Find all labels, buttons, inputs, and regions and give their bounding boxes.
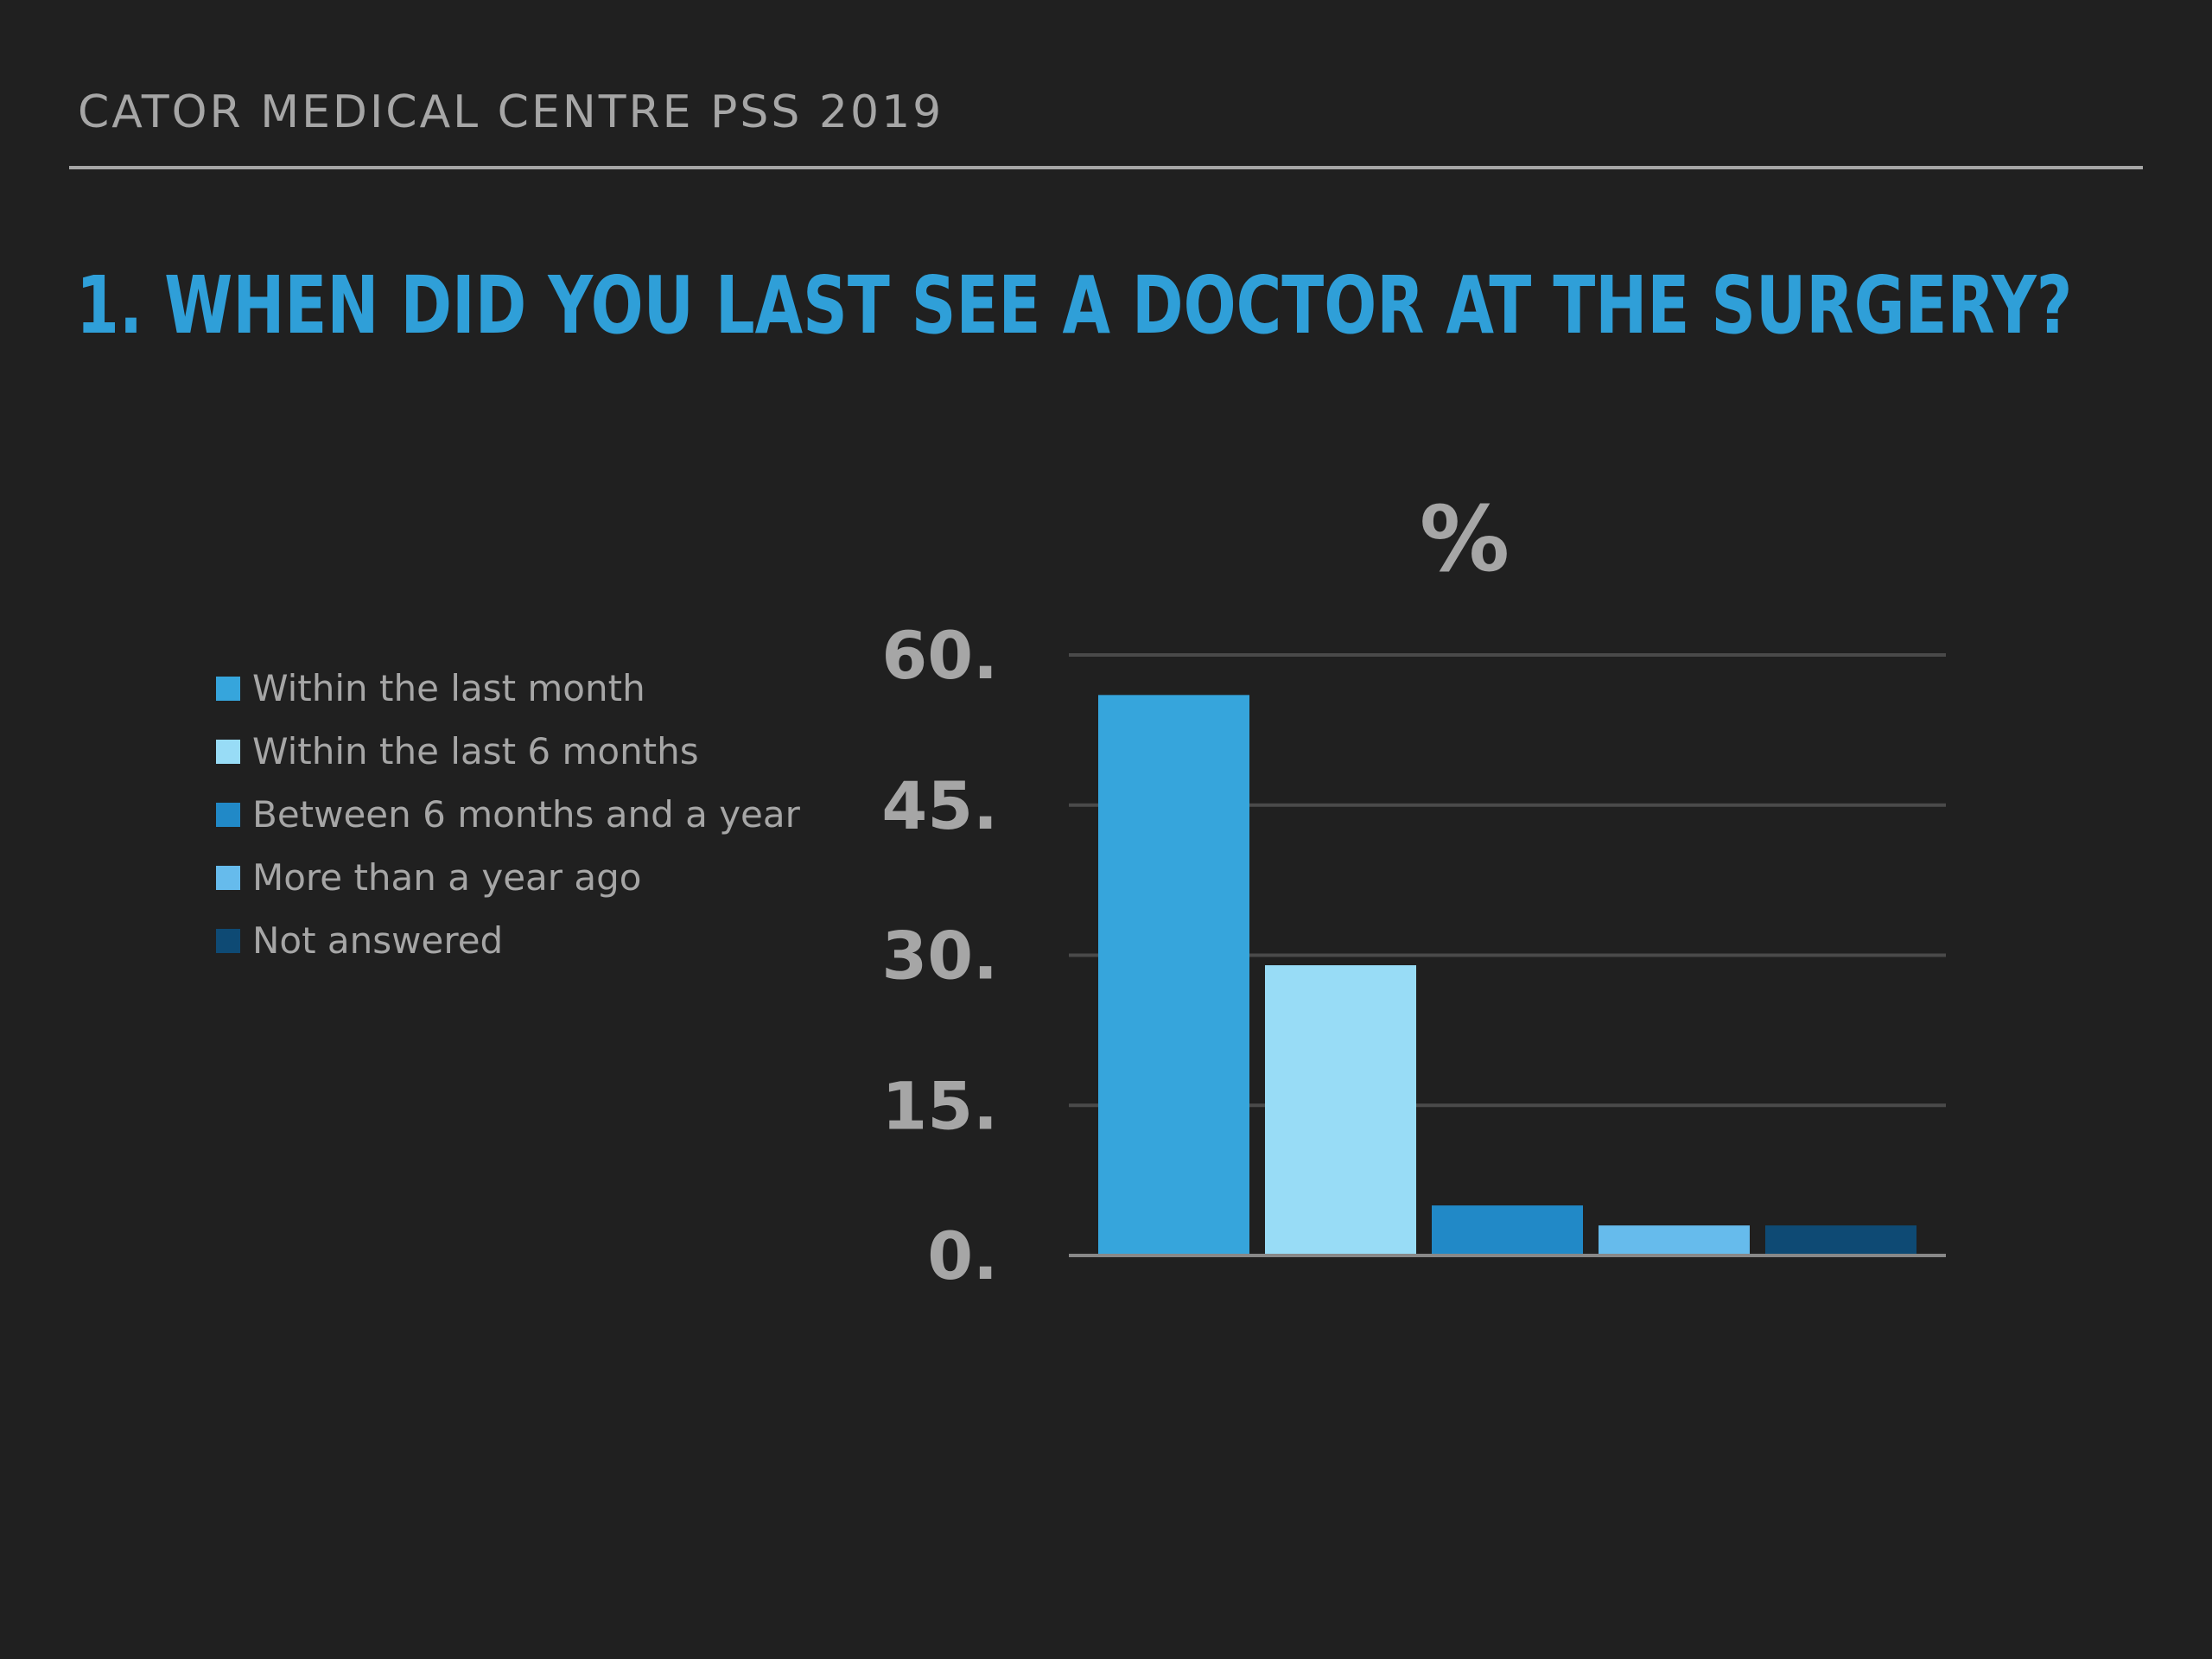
legend-item: Between 6 months and a year (216, 783, 800, 846)
legend-label: Within the last month (252, 667, 645, 709)
question-title: 1. WHEN DID YOU LAST SEE A DOCTOR AT THE… (76, 259, 2073, 352)
y-tick-label: 60. (881, 617, 998, 694)
legend-swatch (216, 739, 240, 764)
legend-label: More than a year ago (252, 856, 642, 899)
bar-between-6-months-and-a-year (1432, 1205, 1583, 1255)
chart-legend: Within the last month Within the last 6 m… (216, 657, 800, 972)
chart-y-ticks: 0. 15. 30. 45. 60. (881, 617, 998, 1294)
y-tick-label: 15. (881, 1067, 998, 1144)
chart-title: % (1420, 486, 1510, 592)
header-divider (69, 166, 2143, 169)
bar-within-the-last-6-months (1265, 965, 1416, 1255)
legend-swatch (216, 865, 240, 890)
legend-item: Not answered (216, 909, 800, 972)
legend-item: Within the last month (216, 657, 800, 720)
y-tick-label: 45. (881, 767, 998, 844)
legend-item: More than a year ago (216, 846, 800, 909)
bar-not-answered (1765, 1225, 1916, 1255)
y-tick-label: 0. (927, 1217, 998, 1294)
legend-label: Not answered (252, 919, 504, 962)
legend-item: Within the last 6 months (216, 720, 800, 783)
bar-more-than-a-year-ago (1599, 1225, 1750, 1255)
header-title: CATOR MEDICAL CENTRE PSS 2019 (78, 86, 944, 138)
chart-bars (1098, 695, 1916, 1255)
legend-label: Between 6 months and a year (252, 793, 800, 836)
legend-swatch (216, 802, 240, 827)
legend-swatch (216, 676, 240, 701)
legend-label: Within the last 6 months (252, 730, 699, 772)
y-tick-label: 30. (881, 918, 998, 995)
legend-swatch (216, 928, 240, 953)
bar-within-the-last-month (1098, 695, 1249, 1255)
